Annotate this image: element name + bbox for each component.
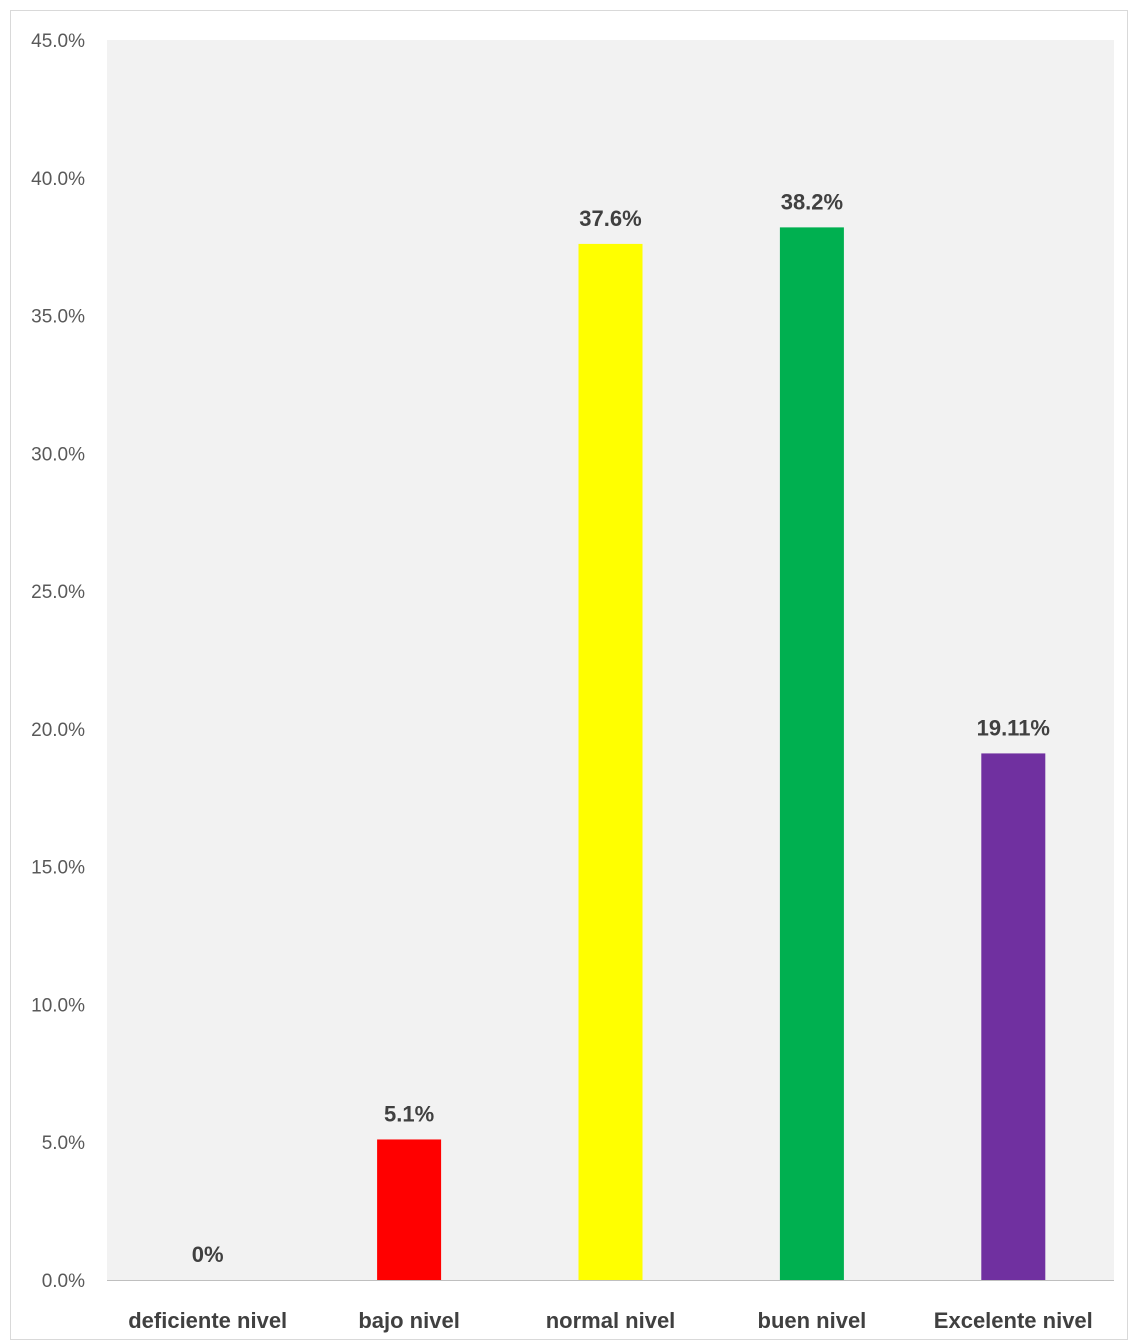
- y-tick-label: 30.0%: [31, 444, 85, 465]
- data-label: 5.1%: [384, 1101, 434, 1126]
- x-category-label: deficiente nivel: [128, 1308, 287, 1333]
- bar-buen-nivel: [779, 227, 844, 1280]
- bar-bajo-nivel: [377, 1139, 442, 1280]
- y-axis: 0.0% 5.0% 10.0% 15.0% 20.0% 25.0% 30.0% 35.0% 40…: [31, 31, 85, 1292]
- x-category-label: bajo nivel: [358, 1308, 459, 1333]
- y-tick-label: 10.0%: [31, 995, 85, 1016]
- bar-normal-nivel: [578, 243, 643, 1280]
- y-tick-label: 0.0%: [42, 1271, 85, 1292]
- y-tick-label: 20.0%: [31, 720, 85, 741]
- x-category-label: normal nivel: [546, 1308, 676, 1333]
- y-tick-label: 25.0%: [31, 582, 85, 603]
- y-tick-label: 45.0%: [31, 31, 85, 52]
- y-tick-label: 40.0%: [31, 169, 85, 190]
- y-tick-label: 35.0%: [31, 307, 85, 328]
- x-category-label: Excelente nivel: [934, 1308, 1093, 1333]
- bars: [377, 227, 1046, 1280]
- data-label: 19.11%: [977, 715, 1050, 740]
- data-labels: 0% 5.1% 37.6% 38.2% 19.11%: [192, 189, 1050, 1267]
- data-label: 37.6%: [579, 206, 641, 231]
- data-label: 0%: [192, 1242, 224, 1267]
- data-label: 38.2%: [781, 189, 843, 214]
- y-tick-label: 15.0%: [31, 858, 85, 879]
- y-tick-label: 5.0%: [42, 1133, 85, 1154]
- x-axis: deficiente nivel bajo nivel normal nivel bu…: [128, 1308, 1093, 1333]
- x-category-label: buen nivel: [758, 1308, 867, 1333]
- bar-excelente-nivel: [981, 753, 1046, 1280]
